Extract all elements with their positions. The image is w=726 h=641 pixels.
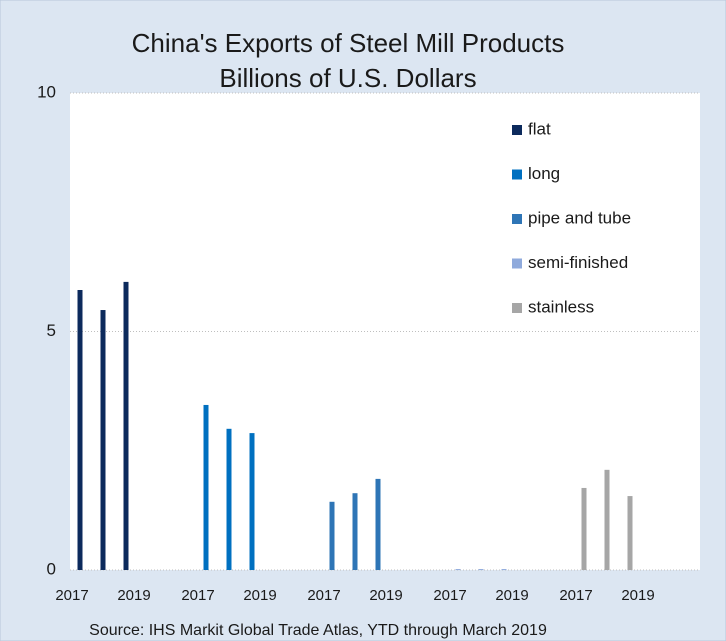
bar	[100, 310, 106, 570]
x-tick-label: 2017	[559, 587, 592, 604]
bar	[581, 487, 587, 570]
legend-swatch	[512, 214, 522, 224]
bar	[249, 433, 255, 570]
x-tick-label: 2017	[307, 587, 340, 604]
bar	[478, 569, 484, 571]
source-note: Source: IHS Markit Global Trade Atlas, Y…	[89, 622, 547, 639]
legend-label: long	[528, 164, 560, 183]
x-tick-label: 2017	[55, 587, 88, 604]
chart-subtitle: Billions of U.S. Dollars	[219, 63, 476, 93]
x-tick-label: 2019	[117, 587, 150, 604]
x-tick-label: 2019	[243, 587, 276, 604]
y-tick-label: 5	[47, 321, 56, 340]
x-tick-label: 2019	[369, 587, 402, 604]
bar	[604, 469, 610, 570]
x-tick-label: 2019	[621, 587, 654, 604]
x-tick-label: 2017	[181, 587, 214, 604]
legend-swatch	[512, 169, 522, 180]
x-tick-label: 2019	[495, 587, 528, 604]
y-tick-label: 0	[47, 559, 56, 578]
bar	[455, 569, 461, 571]
bar	[375, 478, 381, 570]
legend-label: flat	[528, 119, 551, 138]
bar	[627, 496, 633, 570]
legend-label: semi-finished	[528, 253, 628, 272]
chart-title: China's Exports of Steel Mill Products	[132, 28, 565, 58]
bar	[123, 281, 129, 570]
bar	[352, 493, 358, 570]
y-tick-label: 10	[37, 82, 56, 101]
x-tick-label: 2017	[433, 587, 466, 604]
bar	[226, 428, 232, 570]
bar	[329, 501, 335, 570]
legend-label: pipe and tube	[528, 208, 631, 227]
legend-swatch	[512, 303, 522, 313]
bar	[77, 290, 83, 570]
bar	[501, 569, 507, 571]
bar	[203, 404, 209, 570]
legend-swatch	[512, 258, 522, 269]
legend-label: stainless	[528, 297, 594, 316]
legend-swatch	[512, 125, 522, 135]
